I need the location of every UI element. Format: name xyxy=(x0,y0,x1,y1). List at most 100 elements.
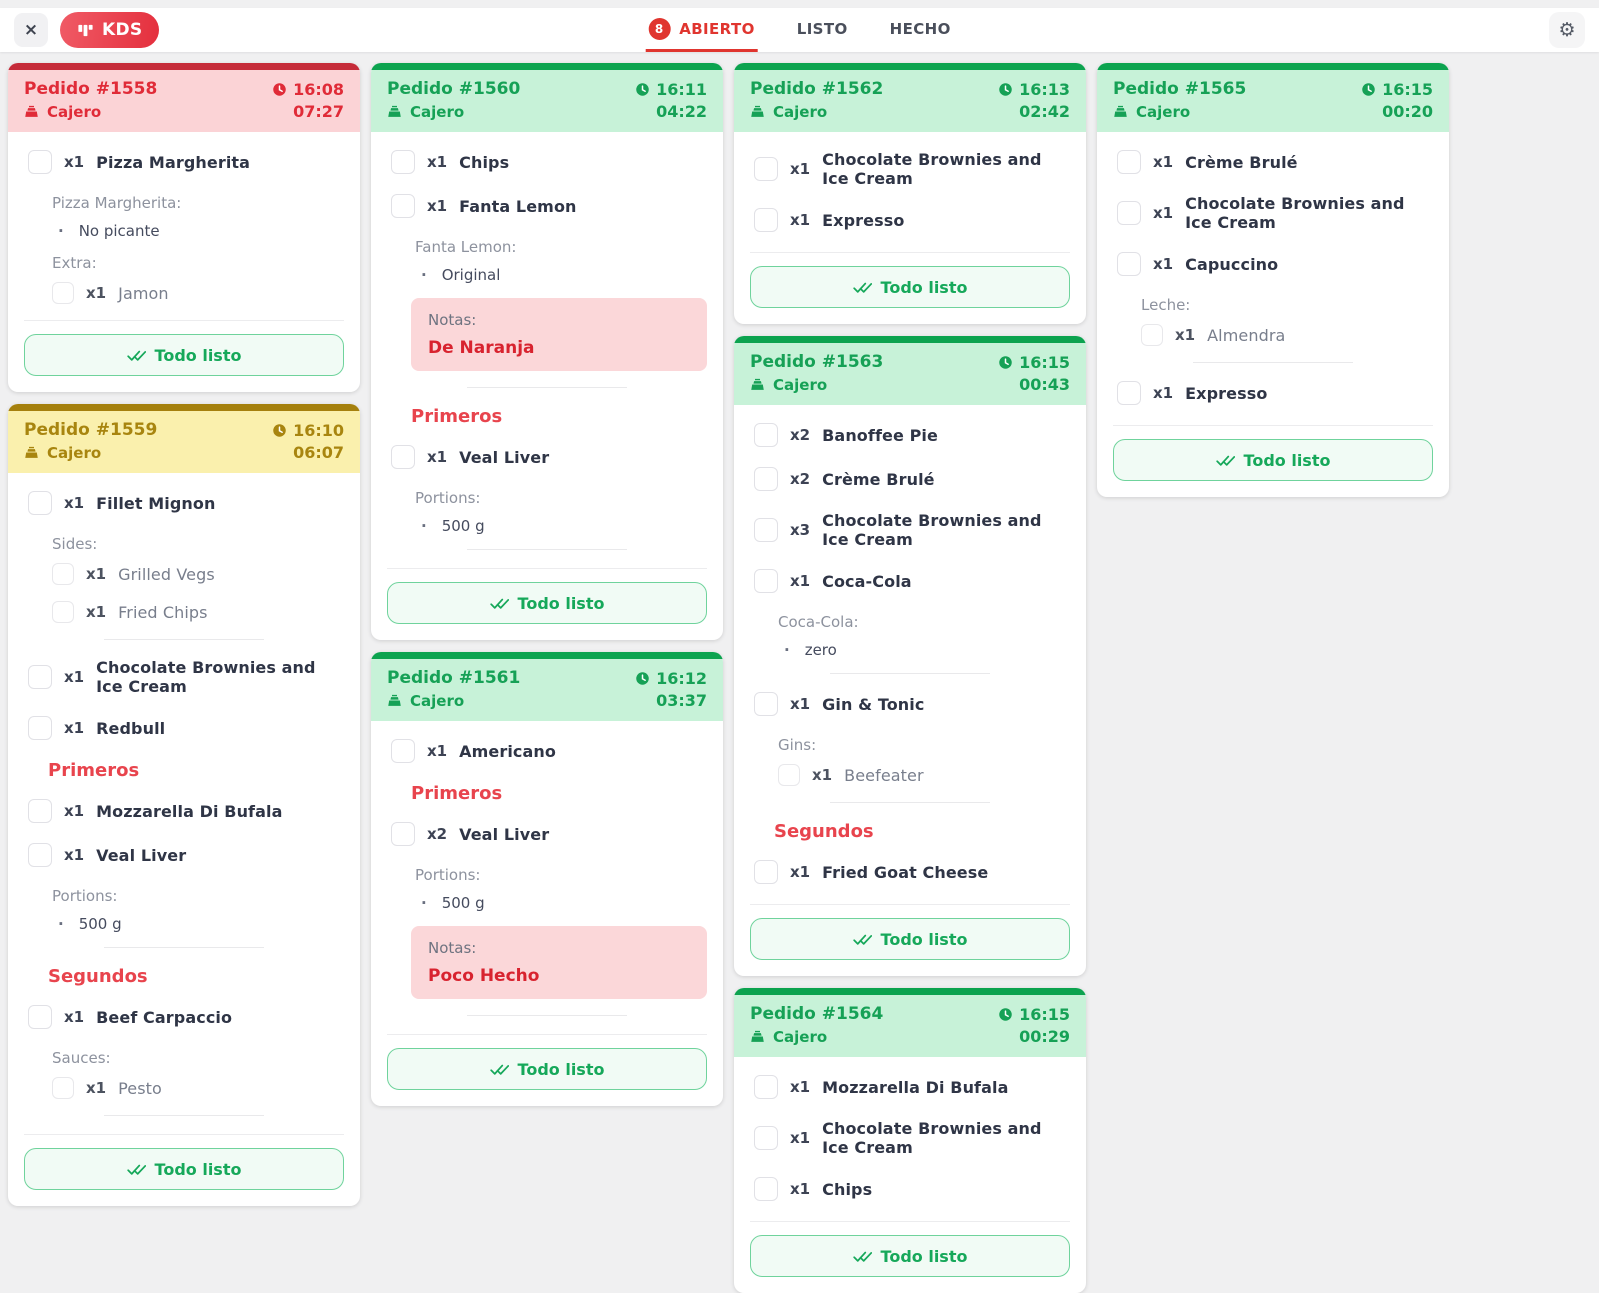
settings-gear-icon[interactable]: ⚙ xyxy=(1549,12,1585,48)
item-qty: x1 xyxy=(1153,153,1174,171)
card-status-strip xyxy=(1097,63,1449,70)
item-checkbox[interactable] xyxy=(754,467,778,491)
order-card: Pedido #1558 16:08 Cajero 07:27 x1 Pizza Marg… xyxy=(8,63,360,392)
order-card-header: Pedido #1563 16:15 Cajero 00:43 xyxy=(734,343,1086,405)
item-checkbox[interactable] xyxy=(391,445,415,469)
item-name: Coca-Cola xyxy=(822,571,912,591)
order-item: x2 Veal Liver xyxy=(391,822,707,846)
order-card-body: x1 Americano Primeros x2 Veal Liver Portions:… xyxy=(371,721,723,1106)
modifier-label: Extra: xyxy=(52,254,97,272)
item-checkbox[interactable] xyxy=(391,739,415,763)
item-checkbox[interactable] xyxy=(391,150,415,174)
item-checkbox[interactable] xyxy=(28,716,52,740)
order-header-row: Cajero 00:29 xyxy=(750,1027,1070,1046)
item-checkbox[interactable] xyxy=(754,423,778,447)
order-header-row: Cajero 03:37 xyxy=(387,691,707,710)
todo-listo-label: Todo listo xyxy=(880,277,968,297)
item-checkbox[interactable] xyxy=(754,692,778,716)
item-checkbox[interactable] xyxy=(754,860,778,884)
item-checkbox[interactable] xyxy=(754,1126,778,1150)
order-time-value: 16:12 xyxy=(656,668,707,688)
item-checkbox[interactable] xyxy=(754,569,778,593)
notes-box: Notas: De Naranja xyxy=(411,298,707,371)
order-card-body: x1 Fillet Mignon Sides: x1 Grilled Vegs x1 Fri… xyxy=(8,473,360,1206)
item-name: Fanta Lemon xyxy=(459,196,577,216)
item-checkbox[interactable] xyxy=(28,150,52,174)
item-checkbox[interactable] xyxy=(52,601,74,623)
item-qty: x1 xyxy=(1153,384,1174,402)
item-checkbox[interactable] xyxy=(754,208,778,232)
order-title: Pedido #1558 xyxy=(24,79,158,99)
order-channel: Cajero xyxy=(24,444,101,462)
modifier-label: Sauces: xyxy=(52,1049,111,1067)
item-checkbox[interactable] xyxy=(28,1005,52,1029)
item-checkbox[interactable] xyxy=(28,799,52,823)
item-checkbox[interactable] xyxy=(52,1077,74,1099)
order-title: Pedido #1560 xyxy=(387,79,521,99)
cash-register-icon xyxy=(1113,104,1128,119)
close-button[interactable]: × xyxy=(14,13,48,47)
bullet-dot: · xyxy=(421,894,427,912)
order-title: Pedido #1562 xyxy=(750,79,884,99)
order-elapsed-timer: 04:22 xyxy=(656,102,707,121)
double-check-icon xyxy=(489,1060,509,1079)
item-checkbox[interactable] xyxy=(52,563,74,585)
order-item: x1 Chips xyxy=(391,150,707,174)
item-checkbox[interactable] xyxy=(28,843,52,867)
modifier-option-text: 500 g xyxy=(78,915,122,933)
item-name: Gin & Tonic xyxy=(822,694,925,714)
order-title: Pedido #1565 xyxy=(1113,79,1247,99)
todo-listo-button[interactable]: Todo listo xyxy=(750,918,1070,960)
order-elapsed-timer: 03:37 xyxy=(656,691,707,710)
item-checkbox[interactable] xyxy=(754,1075,778,1099)
tab-abierto[interactable]: 8 ABIERTO xyxy=(645,8,758,52)
item-name: Redbull xyxy=(96,718,166,738)
course-heading: Primeros xyxy=(411,783,503,804)
orders-board: Pedido #1558 16:08 Cajero 07:27 x1 Pizza Marg… xyxy=(0,52,1599,1293)
item-name: Expresso xyxy=(822,210,905,230)
item-checkbox[interactable] xyxy=(1141,324,1163,346)
todo-listo-button[interactable]: Todo listo xyxy=(1113,439,1433,481)
todo-listo-button[interactable]: Todo listo xyxy=(387,1048,707,1090)
order-time-value: 16:10 xyxy=(293,420,344,440)
todo-listo-button[interactable]: Todo listo xyxy=(24,334,344,376)
todo-listo-button[interactable]: Todo listo xyxy=(24,1148,344,1190)
item-qty: x1 xyxy=(64,668,85,686)
order-header-row: Pedido #1558 16:08 xyxy=(24,79,344,99)
order-channel-label: Cajero xyxy=(410,691,465,710)
modifier-label: Portions: xyxy=(415,866,481,884)
tab-hecho[interactable]: HECHO xyxy=(887,8,954,52)
item-checkbox[interactable] xyxy=(754,518,778,542)
clock-icon xyxy=(272,82,287,97)
item-qty: x1 xyxy=(86,1079,107,1097)
sub-item: x1 Fried Chips xyxy=(52,601,344,623)
divider xyxy=(467,1015,627,1016)
item-checkbox[interactable] xyxy=(1117,252,1141,276)
item-checkbox[interactable] xyxy=(28,665,52,689)
order-item: x1 Mozzarella Di Bufala xyxy=(28,799,344,823)
item-checkbox[interactable] xyxy=(754,1177,778,1201)
board-column: Pedido #1562 16:13 Cajero 02:42 x1 Chocolate … xyxy=(734,63,1086,1293)
double-check-icon xyxy=(852,1247,872,1266)
item-checkbox[interactable] xyxy=(1117,381,1141,405)
item-checkbox[interactable] xyxy=(391,822,415,846)
order-card-body: x1 Chips x1 Fanta Lemon Fanta Lemon: · Origina… xyxy=(371,132,723,640)
todo-listo-button[interactable]: Todo listo xyxy=(750,1235,1070,1277)
order-title: Pedido #1563 xyxy=(750,352,884,372)
board-column: Pedido #1565 16:15 Cajero 00:20 x1 Crème Brul… xyxy=(1097,63,1449,497)
item-checkbox[interactable] xyxy=(1117,201,1141,225)
todo-listo-button[interactable]: Todo listo xyxy=(387,582,707,624)
item-checkbox[interactable] xyxy=(1117,150,1141,174)
order-time: 16:13 xyxy=(998,80,1070,99)
item-checkbox[interactable] xyxy=(28,491,52,515)
kds-logo[interactable]: KDS xyxy=(60,12,160,48)
item-checkbox[interactable] xyxy=(778,764,800,786)
todo-listo-button[interactable]: Todo listo xyxy=(750,266,1070,308)
tab-listo[interactable]: LISTO xyxy=(794,8,851,52)
item-name: Almendra xyxy=(1207,325,1286,345)
order-channel-label: Cajero xyxy=(773,102,828,121)
item-checkbox[interactable] xyxy=(391,194,415,218)
item-checkbox[interactable] xyxy=(52,282,74,304)
item-checkbox[interactable] xyxy=(754,157,778,181)
sub-item: x1 Beefeater xyxy=(778,764,1070,786)
